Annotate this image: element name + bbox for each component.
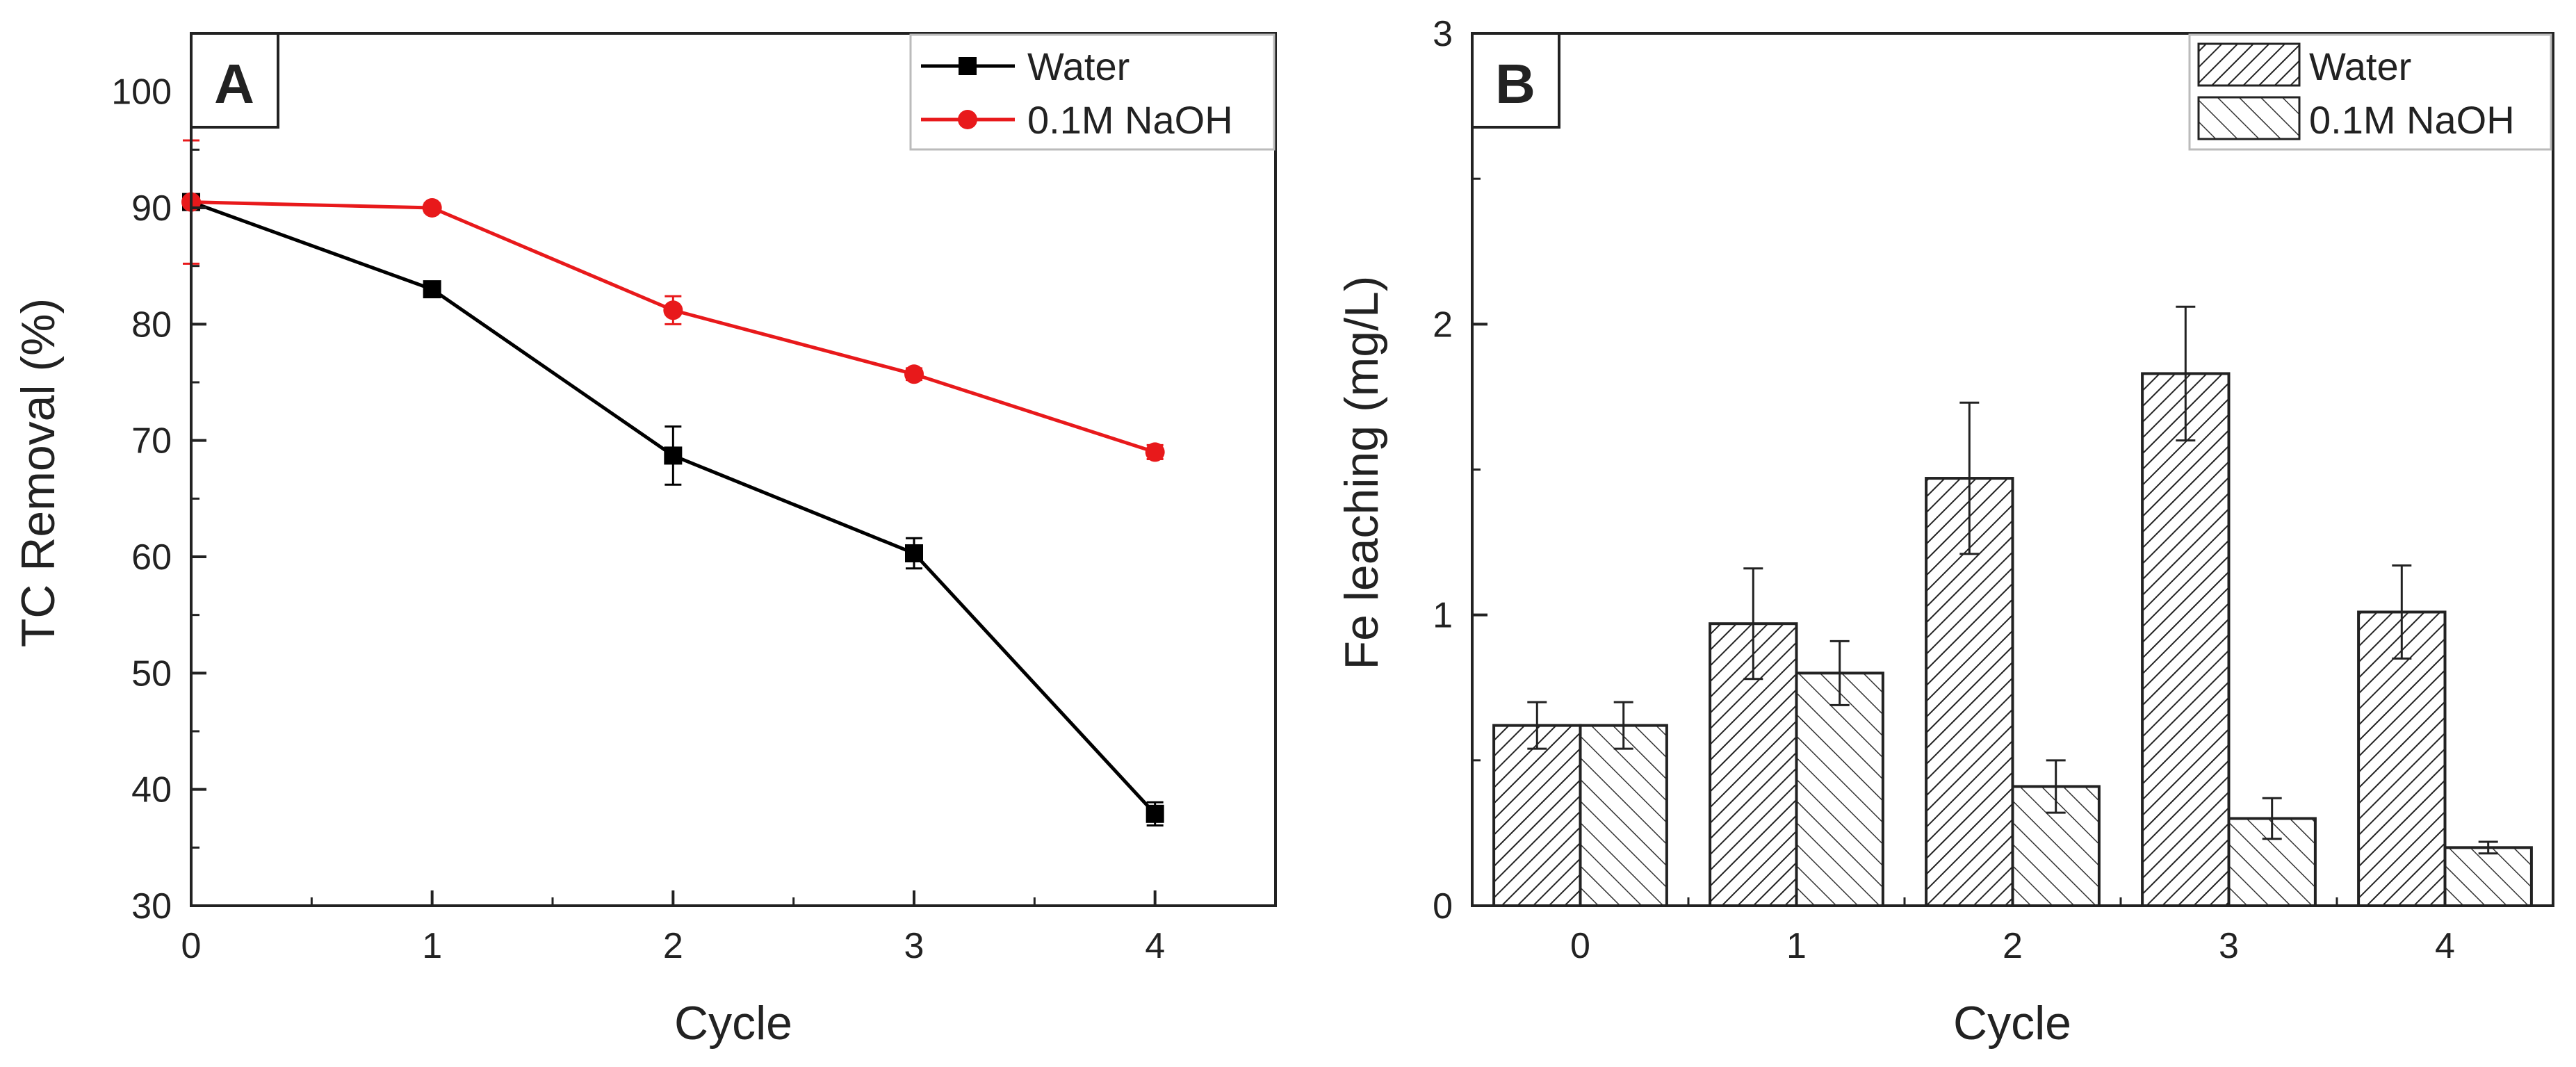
panel-a-y-tick-label: 100 [111,72,172,113]
panel-a-letter: A [214,53,254,115]
bar-water [1492,724,1582,907]
legend-swatch-water [2197,42,2301,87]
bar-naoh [1795,671,1884,907]
panel-a-y-axis-label: TC Removal (%) [12,298,65,648]
panel-b-bar-chart: 0 1 2 3 0 1 2 3 4 Cycle Fe leaching (mg/L) B Wat… [1335,14,2554,1050]
panel-a-y-tick-label: 70 [131,421,172,462]
panel-b-x-tick-label: 4 [2435,926,2455,966]
data-point-naoh [1145,442,1165,462]
panel-b-legend-naoh: 0.1M NaOH [2309,98,2515,142]
panel-b-y-tick-label: 1 [1433,596,1453,636]
panel-b-y-tick-label: 3 [1433,14,1453,54]
panel-b-legend-water: Water [2309,44,2411,88]
panel-a-x-tick-label: 0 [181,926,202,966]
panel-b-x-tick-label: 3 [2219,926,2239,966]
panel-a-axis-ticks: 30 40 50 60 70 80 90 100 0 1 2 3 4 [111,72,1165,966]
panel-b-y-tick-label: 0 [1433,886,1453,927]
data-point-water [423,280,441,299]
panel-a-letter-box: A [190,32,279,129]
data-point-water [664,446,683,465]
data-point-water [905,544,923,562]
legend-marker-water [959,57,977,75]
panel-b-y-axis-label: Fe leaching (mg/L) [1335,276,1388,670]
panel-a-y-tick-label: 50 [131,653,172,694]
panel-a-y-tick-label: 80 [131,304,172,345]
panel-a-x-tick-label: 1 [422,926,442,966]
panel-b-y-tick-label: 2 [1433,304,1453,345]
series-line-water [190,200,1157,815]
panel-a-line-chart: 30 40 50 60 70 80 90 100 0 1 2 3 4 Cycle TC Removal … [12,32,1277,1050]
legend-marker-naoh [958,110,977,129]
panel-a-x-axis-label: Cycle [674,997,792,1050]
bar-water [2141,372,2231,907]
panel-b-x-axis-label: Cycle [1953,997,2071,1050]
panel-b-x-tick-label: 2 [2003,926,2023,966]
data-point-naoh [422,198,442,218]
panel-b-x-tick-label: 1 [1786,926,1807,966]
bar-naoh [1579,724,1668,907]
series-line-naoh [190,200,1156,454]
panel-b-axis-ticks: 0 1 2 3 0 1 2 3 4 [1433,14,2455,966]
legend-swatch-naoh [2197,96,2301,140]
panel-a-y-tick-label: 60 [131,537,172,578]
data-point-water [1146,804,1164,823]
panel-a-y-tick-label: 90 [131,188,172,229]
panel-b-legend: Water 0.1M NaOH [2188,33,2552,151]
panel-a-y-tick-label: 30 [131,886,172,927]
panel-a-x-tick-label: 4 [1145,926,1165,966]
panel-a-legend: Water 0.1M NaOH [909,33,1275,151]
panel-a-legend-naoh: 0.1M NaOH [1027,98,1233,142]
panel-a-plot-frame [190,32,1277,907]
data-point-naoh [904,364,924,384]
panel-a-marks [181,139,1165,827]
panel-b-marks [1492,305,2533,908]
panel-a-x-tick-label: 3 [904,926,924,966]
panel-a-x-tick-label: 2 [663,926,683,966]
panel-a-y-tick-label: 40 [131,770,172,811]
data-point-naoh [663,300,683,320]
bar-naoh [2443,846,2533,908]
panel-a-legend-water: Water [1027,44,1130,88]
panel-b-letter-box: B [1471,32,1560,129]
panel-b-x-tick-label: 0 [1570,926,1590,966]
panel-b-letter: B [1495,53,1535,115]
